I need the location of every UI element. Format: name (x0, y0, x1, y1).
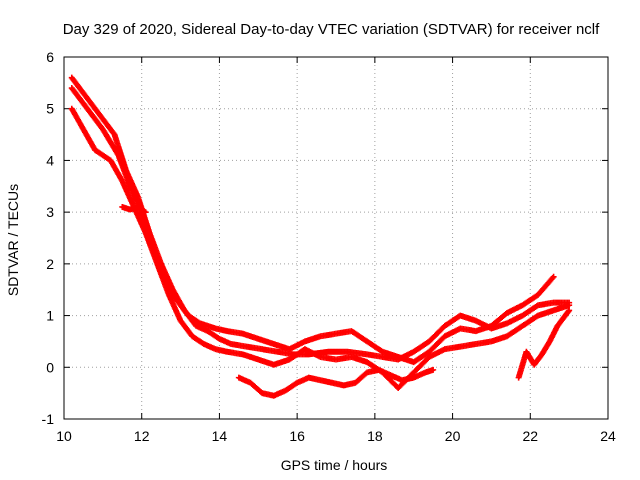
x-tick-label: 12 (134, 428, 150, 444)
x-axis-label: GPS time / hours (281, 457, 388, 473)
series-trace-c (68, 105, 573, 391)
data-points (68, 74, 573, 399)
series-trace-f (515, 307, 573, 381)
series-trace-e (119, 203, 149, 216)
x-tick-label: 16 (289, 428, 305, 444)
plot-frame (63, 56, 609, 420)
y-tick-label: 2 (46, 256, 54, 272)
y-tick-label: 6 (46, 49, 54, 65)
y-tick-label: 5 (46, 101, 54, 117)
data-point (550, 273, 557, 280)
x-tick-labels: 10 12 14 16 18 20 22 24 (56, 428, 616, 444)
y-axis-label: SDTVAR / TECUs (5, 184, 21, 296)
x-tick-label: 24 (600, 428, 616, 444)
x-tick-label: 14 (212, 428, 228, 444)
x-tick-label: 22 (522, 428, 538, 444)
y-tick-label: 4 (46, 152, 54, 168)
y-tick-label: 3 (46, 204, 54, 220)
y-tick-labels: -1 0 1 2 3 4 5 6 (42, 49, 55, 427)
data-point (566, 307, 573, 314)
y-tick-label: 0 (46, 359, 54, 375)
data-point (430, 366, 437, 373)
x-tick-label: 18 (367, 428, 383, 444)
series-trace-b (68, 85, 557, 366)
chart-title: Day 329 of 2020, Sidereal Day-to-day VTE… (63, 21, 600, 38)
data-point (142, 209, 149, 216)
x-tick-label: 20 (445, 428, 461, 444)
series-trace-d (235, 366, 437, 399)
data-point (566, 302, 573, 309)
y-tick-label: 1 (46, 308, 54, 324)
x-tick-label: 10 (56, 428, 72, 444)
y-tick-label: -1 (42, 411, 55, 427)
grid-lines (64, 57, 608, 419)
